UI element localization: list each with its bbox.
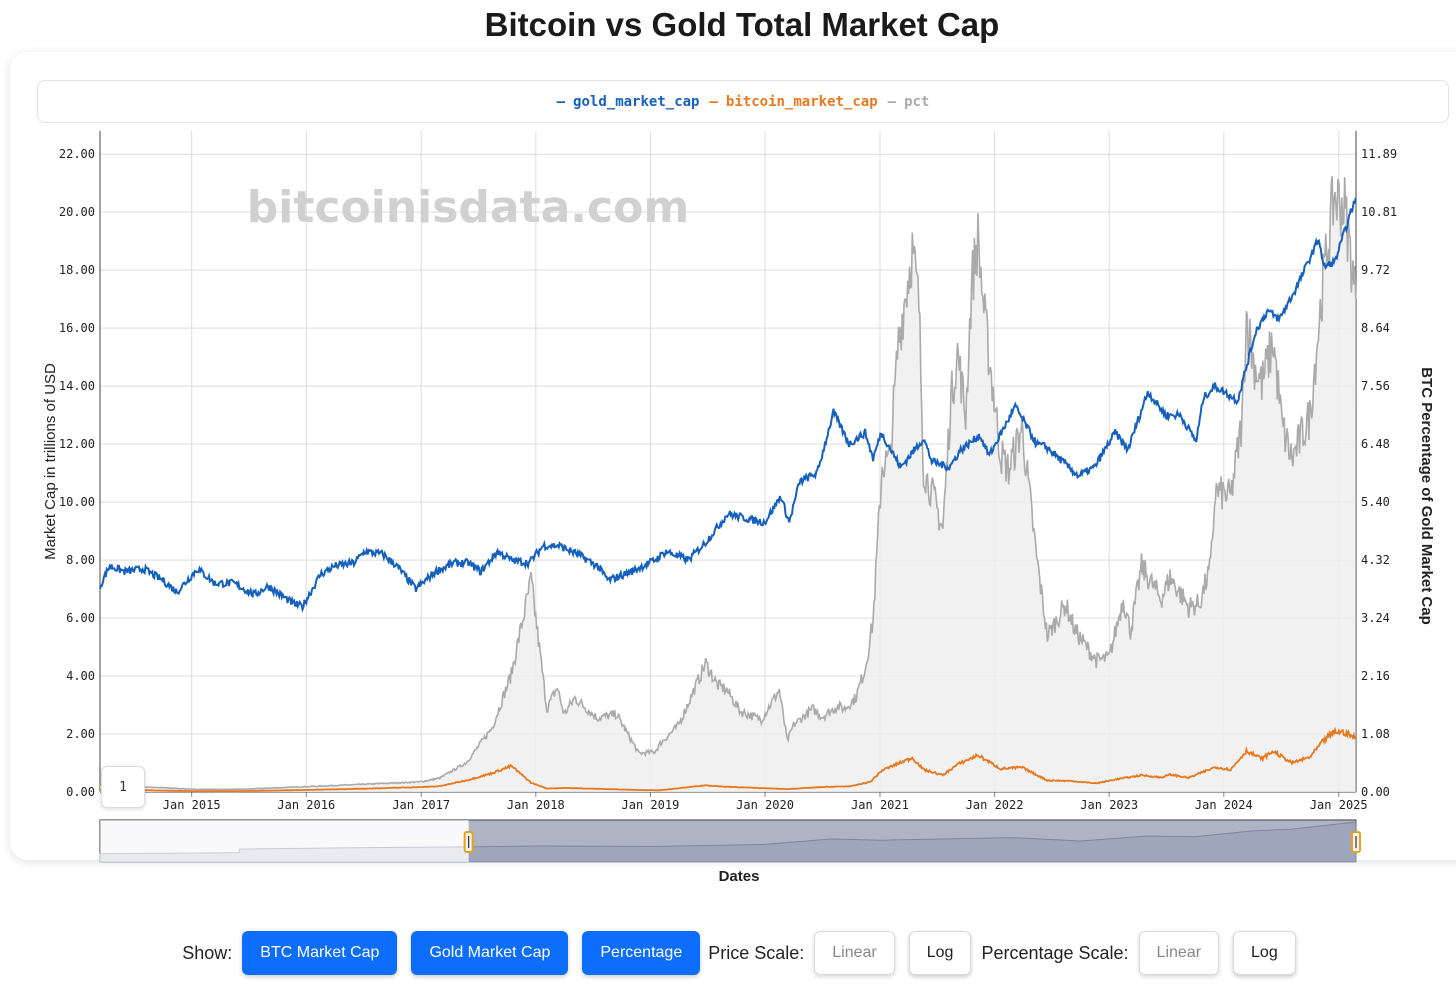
y2-tick-label: 2.16 <box>1361 669 1390 683</box>
chart-legend: — gold_market_cap — bitcoin_market_cap —… <box>37 80 1449 123</box>
page-indicator[interactable]: 1 <box>101 766 145 808</box>
y-tick-label: 12.00 <box>59 437 95 451</box>
percentage-scale-label: Percentage Scale: <box>981 942 1129 963</box>
y-tick-label: 6.00 <box>66 611 95 625</box>
price-scale-label: Price Scale: <box>708 942 805 963</box>
percentage-scale-linear-button[interactable]: Linear <box>1138 931 1220 975</box>
y2-tick-label: 5.40 <box>1361 495 1390 509</box>
percentage-scale-log-button[interactable]: Log <box>1233 931 1296 975</box>
price-scale-log-button[interactable]: Log <box>908 931 972 975</box>
y-tick-label: 0.00 <box>66 785 95 799</box>
x-tick-label: Jan 2022 <box>966 798 1024 812</box>
navigator-selection <box>468 820 1356 862</box>
y-tick-label: 18.00 <box>59 263 95 277</box>
x-tick-label: Jan 2021 <box>851 798 909 812</box>
series-line-bitcoin <box>99 726 1356 793</box>
y-tick-label: 8.00 <box>66 553 95 567</box>
legend-label-pct: pct <box>904 93 930 110</box>
percentage-toggle[interactable]: Percentage <box>582 931 701 975</box>
y-tick-label: 10.00 <box>59 495 95 509</box>
y2-tick-label: 10.81 <box>1361 205 1397 219</box>
y2-tick-label: 7.56 <box>1361 379 1390 393</box>
y-tick-label: 22.00 <box>59 147 95 161</box>
legend-marker-bitcoin: — <box>709 93 718 110</box>
x-axis-title: Dates <box>719 868 760 885</box>
y2-tick-label: 8.64 <box>1361 321 1390 335</box>
y-tick-label: 4.00 <box>66 669 95 683</box>
y-tick-label: 16.00 <box>59 321 95 335</box>
series-area-pct <box>100 176 1356 793</box>
x-tick-label: Jan 2017 <box>392 798 450 812</box>
btc-market-cap-toggle[interactable]: BTC Market Cap <box>242 931 398 975</box>
y2-tick-label: 11.89 <box>1361 147 1397 161</box>
price-scale-linear-button[interactable]: Linear <box>814 931 895 975</box>
legend-marker-gold: — <box>556 93 566 110</box>
legend-label-bitcoin: bitcoin_market_cap <box>725 93 878 110</box>
y2-tick-label: 6.48 <box>1361 437 1390 451</box>
x-tick-label: Jan 2015 <box>163 798 221 812</box>
page-title: Bitcoin vs Gold Total Market Cap <box>484 6 1000 43</box>
x-tick-label: Jan 2025 <box>1310 798 1368 812</box>
y-tick-label: 14.00 <box>59 379 95 393</box>
y-tick-label: 20.00 <box>59 205 95 219</box>
y2-tick-label: 9.72 <box>1361 263 1390 277</box>
series-line-pct <box>99 176 1357 791</box>
x-tick-label: Jan 2019 <box>622 798 680 812</box>
chart-controls: Show: BTC Market Cap Gold Market Cap Per… <box>0 929 1456 977</box>
y2-tick-label: 0.00 <box>1361 785 1390 799</box>
legend-label-gold: gold_market_cap <box>573 93 700 110</box>
x-tick-label: Jan 2024 <box>1195 798 1253 812</box>
x-tick-label: Jan 2016 <box>277 798 335 812</box>
series-line-gold <box>99 197 1357 614</box>
legend-item-bitcoin[interactable]: — bitcoin_market_cap <box>709 94 877 110</box>
y-axis-title: Market Cap in trillions of USD <box>42 363 59 560</box>
y2-tick-label: 4.32 <box>1361 553 1390 567</box>
show-label: Show: <box>182 942 233 963</box>
x-tick-label: Jan 2023 <box>1080 798 1138 812</box>
legend-item-gold[interactable]: — gold_market_cap <box>557 94 700 110</box>
watermark: bitcoinisdata.com <box>247 182 689 233</box>
navigator-unselected <box>100 820 469 862</box>
x-tick-label: Jan 2020 <box>736 798 794 812</box>
y2-axis-title: BTC Percentage of Gold Market Cap <box>1418 367 1435 625</box>
gold-market-cap-toggle[interactable]: Gold Market Cap <box>411 931 569 975</box>
x-tick-label: Jan 2018 <box>507 798 565 812</box>
y-tick-label: 2.00 <box>66 727 95 741</box>
legend-item-pct[interactable]: — pct <box>888 94 930 110</box>
legend-marker-pct: — <box>887 93 897 110</box>
navigator-series <box>99 821 1357 863</box>
y2-tick-label: 1.08 <box>1361 727 1390 741</box>
y2-tick-label: 3.24 <box>1361 611 1390 625</box>
